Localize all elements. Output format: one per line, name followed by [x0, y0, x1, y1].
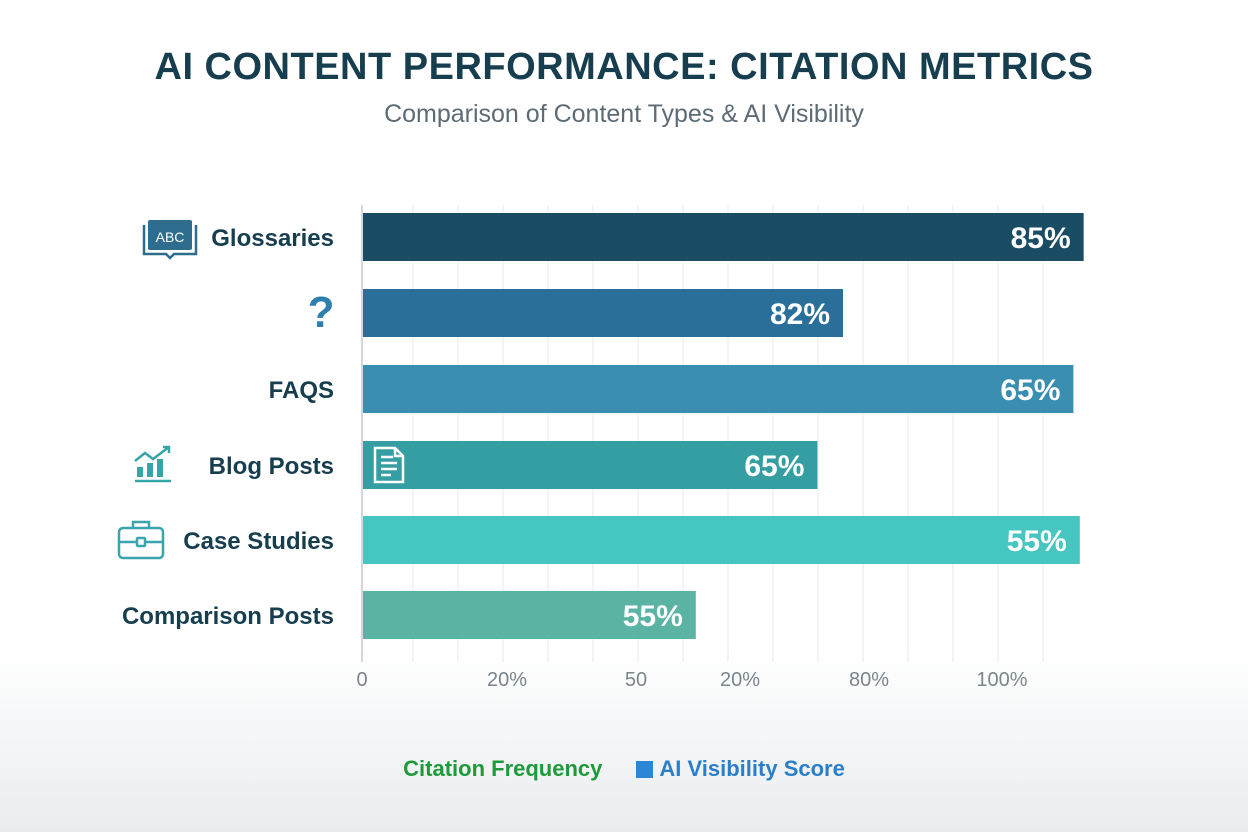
data-label: 82%	[770, 298, 830, 331]
bar	[363, 591, 696, 639]
legend-citation-frequency: Citation Frequency	[403, 756, 603, 781]
bar	[363, 213, 1084, 261]
chart-title: AI CONTENT PERFORMANCE: CITATION METRICS	[154, 46, 1094, 88]
svg-text:ABC: ABC	[156, 229, 185, 245]
briefcase-icon	[117, 520, 165, 560]
legend-ai-visibility-label: AI Visibility Score	[659, 756, 845, 781]
svg-text:?: ?	[308, 288, 335, 337]
data-label: 55%	[1007, 525, 1067, 558]
data-label: 65%	[744, 450, 804, 483]
category-label: Comparison Posts	[122, 603, 334, 630]
x-tick-label: 50	[625, 669, 647, 691]
trend-chart-icon	[134, 445, 171, 483]
x-tick-label: 20%	[487, 669, 527, 691]
bar	[363, 365, 1074, 413]
chart-subtitle: Comparison of Content Types & AI Visibil…	[384, 100, 864, 128]
category-label: Blog Posts	[209, 453, 334, 480]
document-icon	[373, 446, 405, 484]
open-book-abc-icon: ABC	[142, 220, 198, 260]
x-tick-label: 20%	[720, 669, 760, 691]
bar	[363, 289, 843, 337]
data-label: 85%	[1011, 222, 1071, 255]
data-label: 65%	[1000, 374, 1060, 407]
legend-swatch	[636, 760, 654, 778]
data-label: 55%	[623, 600, 683, 633]
category-label: Glossaries	[211, 225, 334, 252]
x-tick-label: 80%	[849, 669, 889, 691]
legend: Citation Frequency AI Visibility Score	[0, 756, 1248, 782]
x-tick-label: 0	[356, 669, 367, 691]
bar	[363, 441, 818, 489]
bar	[363, 516, 1080, 564]
category-label: Case Studies	[183, 528, 334, 555]
legend-ai-visibility: AI Visibility Score	[636, 756, 845, 782]
category-label: FAQS	[269, 377, 334, 404]
x-tick-label: 100%	[976, 669, 1027, 691]
question-mark-icon: ?	[308, 288, 335, 337]
